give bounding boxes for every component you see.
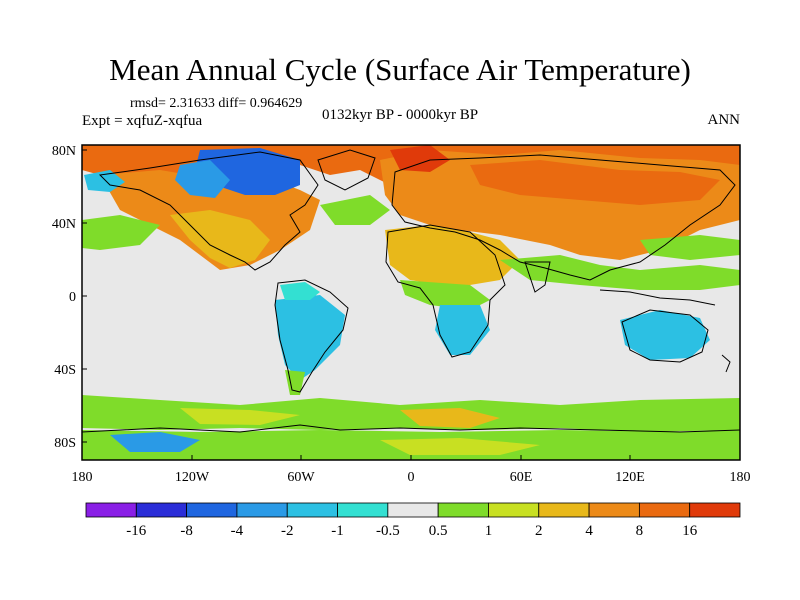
colorbar-swatch [387,502,439,518]
colorbar-swatch [689,502,741,518]
colorbar-swatch [437,502,489,518]
colorbar-swatch [538,502,590,518]
south-america-cyan-region [280,282,320,300]
sahara-warm-region [385,225,520,285]
canada-light-blue-region [175,160,230,198]
antarctica-cold-region [110,432,200,452]
colorbar-label: 0.5 [429,523,448,539]
y-tick-label: 40N [52,217,76,232]
x-tick-label: 0 [408,470,415,485]
x-tick-label: 180 [730,470,751,485]
y-tick-label: 80N [52,144,76,159]
eurasia-coastline [391,154,736,281]
south-america-cool-region [275,295,345,380]
y-tick-label: 40S [54,363,76,378]
australia-coastline [621,309,709,363]
colorbar-label: -8 [180,523,193,539]
europe-red-spot [390,145,450,172]
india-coastline [524,261,551,293]
colorbar: -16 -8 -4 -2 -1 -0.5 0.5 1 2 4 8 16 [85,502,741,539]
colorbar-label: 4 [585,523,593,539]
colorbar-swatch [286,502,338,518]
map-title: Mean Annual Cycle (Surface Air Temperatu… [109,52,691,87]
x-tick-label: 120E [615,470,645,485]
coastlines [82,149,740,433]
north-pacific-green-band [640,235,740,260]
colorbar-label: 2 [535,523,543,539]
antarctica-lime-region [380,438,540,455]
y-tick-label: 80S [54,436,76,451]
colorbar-label: 8 [636,523,644,539]
x-axis-labels: 180 120W 60W 0 60E 120E 180 [72,470,751,485]
colorbar-swatch [85,502,137,518]
rmsd-diff-stats: rmsd= 2.31633 diff= 0.964629 [130,96,303,111]
colorbar-label: -1 [331,523,344,539]
southeast-asia-islands [599,289,716,306]
x-tick-label: 120W [175,470,210,485]
experiment-label: Expt = xqfuZ-xqfua [82,113,203,129]
africa-green-belt [400,280,490,310]
southern-ocean-orange-patch [400,408,500,428]
colorbar-label: -0.5 [376,523,400,539]
north-america-yellow-region [170,210,270,268]
alaska-cold-spot [84,170,125,192]
colorbar-swatch [186,502,238,518]
southern-ocean-lime-patch [180,408,300,425]
colorbar-swatch [588,502,640,518]
india-green-region [500,255,740,290]
north-america-coastline [98,151,319,271]
colorbar-swatch [236,502,288,518]
axis-ticks [81,149,741,460]
colorbar-swatch [488,502,540,518]
period-label: 0132kyr BP - 0000kyr BP [322,107,479,123]
siberia-hot-region [470,160,720,205]
south-america-coastline [274,279,349,393]
antarctica-coastline [82,424,740,433]
greenland-coastline [317,149,376,191]
colorbar-swatch [337,502,389,518]
x-tick-label: 60W [287,470,315,485]
y-axis-labels: 80N 40N 0 40S 80S [52,144,76,451]
patagonia-green-region [285,370,305,395]
australia-cool-region [620,310,710,360]
atlantic-green-band [320,195,390,225]
colorbar-label: 16 [682,523,698,539]
colorbar-swatch [638,502,691,518]
pacific-green-band [82,215,160,250]
temperature-field [82,145,740,460]
colorbar-swatch [135,502,188,518]
colorbar-label: -2 [281,523,294,539]
x-tick-label: 60E [510,470,533,485]
x-tick-label: 180 [72,470,93,485]
season-label: ANN [707,112,741,128]
colorbar-label: 1 [485,523,493,539]
new-zealand-coastline [721,354,731,373]
y-tick-label: 0 [69,290,76,305]
colorbar-label: -16 [126,523,146,539]
colorbar-label: -4 [231,523,244,539]
